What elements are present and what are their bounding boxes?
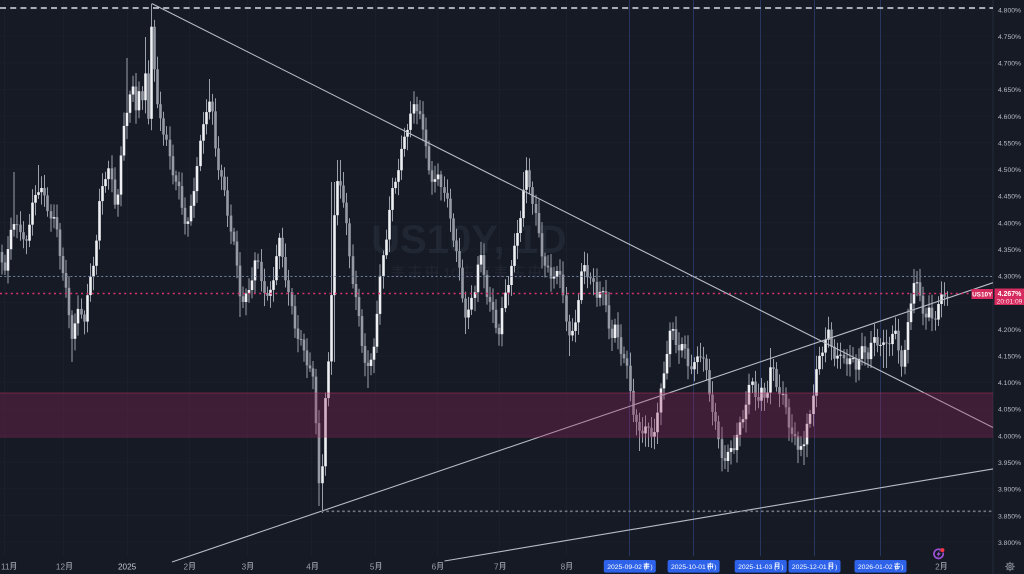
svg-text:): ) xyxy=(835,564,837,571)
svg-text:4.000%: 4.000% xyxy=(998,433,1021,440)
svg-text:US10Y, 1D: US10Y, 1D xyxy=(371,218,567,262)
svg-text:2026-01-02 (: 2026-01-02 ( xyxy=(858,564,898,571)
svg-text:): ) xyxy=(714,564,716,571)
svg-text:3.950%: 3.950% xyxy=(998,460,1021,467)
svg-text:4.267%: 4.267% xyxy=(998,291,1023,298)
svg-text:4.400%: 4.400% xyxy=(998,220,1021,227)
svg-text:12: 12 xyxy=(56,563,66,572)
svg-text:4.600%: 4.600% xyxy=(998,114,1021,121)
svg-text:2025: 2025 xyxy=(118,563,137,572)
svg-text:5: 5 xyxy=(370,563,375,572)
svg-text:3: 3 xyxy=(242,563,247,572)
svg-text:4.300%: 4.300% xyxy=(998,274,1021,281)
svg-text:7: 7 xyxy=(494,563,499,572)
svg-text:US10Y: US10Y xyxy=(972,291,993,298)
svg-text:20:01:09: 20:01:09 xyxy=(997,299,1023,306)
svg-text:4: 4 xyxy=(306,563,311,572)
svg-text:2025-10-01 (: 2025-10-01 ( xyxy=(671,564,711,571)
svg-text:4.150%: 4.150% xyxy=(998,354,1021,361)
svg-text:2: 2 xyxy=(184,563,189,572)
svg-text:3.800%: 3.800% xyxy=(998,540,1021,547)
svg-text:4.200%: 4.200% xyxy=(998,327,1021,334)
svg-text:3.900%: 3.900% xyxy=(998,487,1021,494)
svg-text:): ) xyxy=(901,564,903,571)
svg-text:3.850%: 3.850% xyxy=(998,513,1021,520)
svg-text:6: 6 xyxy=(432,563,437,572)
svg-text:): ) xyxy=(781,564,783,571)
svg-text:): ) xyxy=(650,564,652,571)
svg-text:4.450%: 4.450% xyxy=(998,194,1021,201)
svg-text:2025-12-01 (: 2025-12-01 ( xyxy=(792,564,832,571)
svg-text:2025-09-02 (: 2025-09-02 ( xyxy=(607,564,647,571)
svg-text:4.550%: 4.550% xyxy=(998,140,1021,147)
svg-text:4.650%: 4.650% xyxy=(998,87,1021,94)
svg-text:4.050%: 4.050% xyxy=(998,407,1021,414)
svg-text:4.750%: 4.750% xyxy=(998,34,1021,41)
svg-text:2: 2 xyxy=(935,563,940,572)
svg-text:10: 10 xyxy=(443,266,459,282)
svg-text:8: 8 xyxy=(561,563,566,572)
svg-text:4.100%: 4.100% xyxy=(998,380,1021,387)
svg-text:4.800%: 4.800% xyxy=(998,7,1021,14)
svg-text:4.350%: 4.350% xyxy=(998,247,1021,254)
svg-text:2025-11-03 (: 2025-11-03 ( xyxy=(738,564,777,571)
svg-text:4.700%: 4.700% xyxy=(998,61,1021,68)
svg-text:4.500%: 4.500% xyxy=(998,167,1021,174)
svg-text:11: 11 xyxy=(1,563,10,572)
